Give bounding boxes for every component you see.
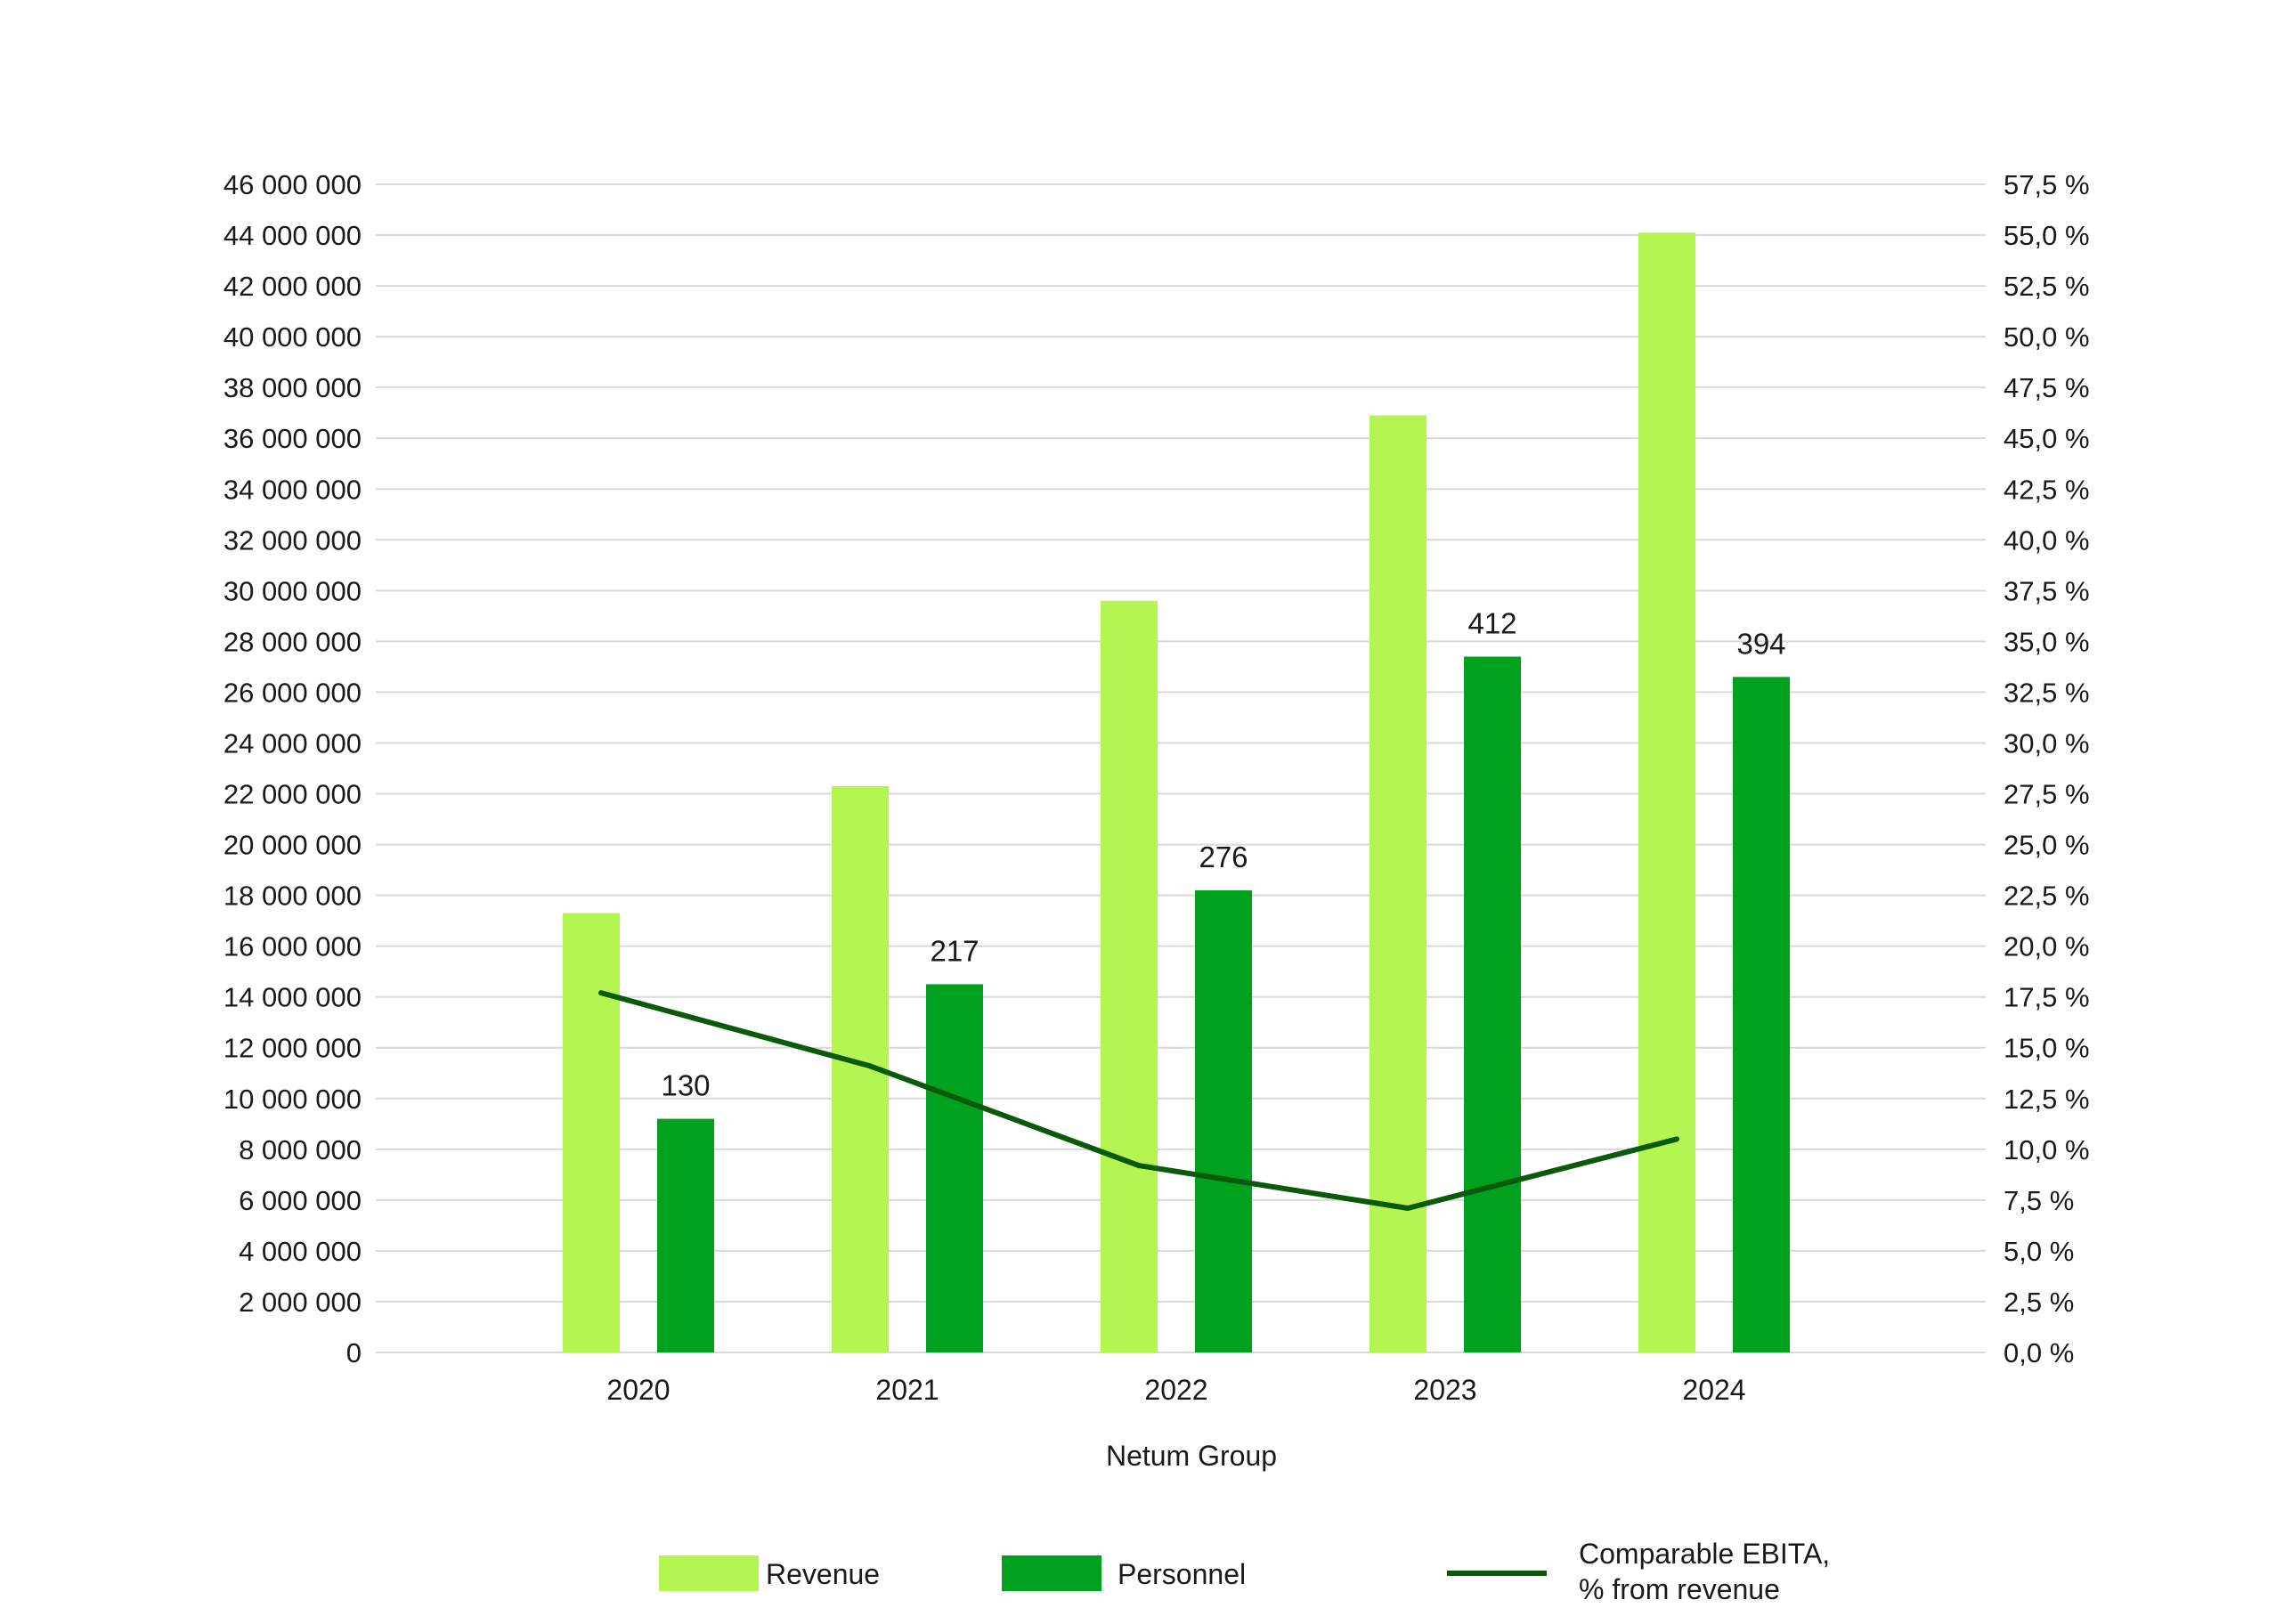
personnel-bar-2021 <box>926 984 983 1352</box>
left-axis-tick-label: 26 000 000 <box>224 677 362 708</box>
right-axis-tick-label: 42,5 % <box>2004 474 2090 505</box>
right-axis-tick-label: 37,5 % <box>2004 575 2090 606</box>
left-axis-tick-label: 30 000 000 <box>224 575 362 606</box>
left-axis-tick-label: 38 000 000 <box>224 372 362 403</box>
left-axis-tick-label: 12 000 000 <box>224 1033 362 1064</box>
left-axis-tick-label: 2 000 000 <box>239 1287 362 1318</box>
personnel-bar-2024 <box>1733 677 1790 1352</box>
personnel-data-label: 412 <box>1467 607 1516 640</box>
right-axis-tick-label: 35,0 % <box>2004 626 2090 657</box>
right-axis-tick-label: 40,0 % <box>2004 524 2090 556</box>
personnel-data-label: 394 <box>1736 627 1785 660</box>
left-axis-tick-label: 18 000 000 <box>224 881 362 912</box>
right-axis-tick-label: 10,0 % <box>2004 1134 2090 1165</box>
right-axis-tick-label: 57,5 % <box>2004 169 2090 200</box>
right-axis-tick-label: 17,5 % <box>2004 982 2090 1013</box>
legend: Revenue Personnel Comparable EBITA,% from … <box>659 1538 1830 1605</box>
legend-label: Personnel <box>1118 1558 1246 1590</box>
left-axis-tick-label: 40 000 000 <box>224 321 362 353</box>
left-axis-tick-label: 4 000 000 <box>239 1236 362 1267</box>
right-axis: 0,0 % 2,5 % 5,0 % 7,5 % 10,0 % 12,5 % 15,0 % 17… <box>2004 169 2090 1368</box>
right-axis-tick-label: 20,0 % <box>2004 931 2090 962</box>
personnel-data-label: 217 <box>930 934 979 967</box>
right-axis-tick-label: 5,0 % <box>2004 1236 2074 1267</box>
left-axis-tick-label: 22 000 000 <box>224 779 362 810</box>
right-axis-tick-label: 30,0 % <box>2004 727 2090 759</box>
ebita-line-series <box>598 990 1679 1211</box>
right-axis-tick-label: 55,0 % <box>2004 220 2090 251</box>
left-axis-tick-label: 14 000 000 <box>224 982 362 1013</box>
x-axis: 2020 2021 2022 2023 2024 <box>606 1374 1745 1406</box>
bars <box>563 232 1790 1353</box>
left-axis-tick-label: 0 <box>346 1337 362 1368</box>
right-axis-tick-label: 15,0 % <box>2004 1033 2090 1064</box>
personnel-bar-2023 <box>1464 656 1521 1352</box>
personnel-bar-2020 <box>657 1118 714 1352</box>
x-axis-tick-label: 2021 <box>875 1374 939 1406</box>
right-axis-tick-label: 22,5 % <box>2004 881 2090 912</box>
legend-swatch <box>659 1555 759 1591</box>
ebita-point-2020 <box>598 990 604 996</box>
left-axis-tick-label: 20 000 000 <box>224 830 362 861</box>
x-axis-title: Netum Group <box>1106 1440 1277 1472</box>
right-axis-tick-label: 50,0 % <box>2004 321 2090 353</box>
right-axis-tick-label: 2,5 % <box>2004 1287 2074 1318</box>
left-axis-tick-label: 42 000 000 <box>224 271 362 302</box>
right-axis-tick-label: 47,5 % <box>2004 372 2090 403</box>
right-axis-tick-label: 52,5 % <box>2004 271 2090 302</box>
x-axis-tick-label: 2022 <box>1144 1374 1207 1406</box>
x-axis-tick-label: 2023 <box>1413 1374 1476 1406</box>
ebita-point-2021 <box>867 1063 873 1069</box>
left-axis-tick-label: 44 000 000 <box>224 220 362 251</box>
legend-label: Comparable EBITA, <box>1579 1538 1830 1570</box>
revenue-bar-2020 <box>563 913 620 1352</box>
x-axis-tick-label: 2024 <box>1682 1374 1745 1406</box>
personnel-data-label: 130 <box>661 1069 710 1102</box>
right-axis-tick-label: 12,5 % <box>2004 1084 2090 1115</box>
right-axis-tick-label: 45,0 % <box>2004 423 2090 454</box>
legend-label: % from revenue <box>1579 1573 1780 1605</box>
left-axis-tick-label: 32 000 000 <box>224 524 362 556</box>
left-axis-tick-label: 36 000 000 <box>224 423 362 454</box>
right-axis-tick-label: 32,5 % <box>2004 677 2090 708</box>
left-axis: 0 2 000 000 4 000 000 6 000 000 8 000 000 10 … <box>224 169 362 1368</box>
right-axis-tick-label: 25,0 % <box>2004 830 2090 861</box>
legend-label: Revenue <box>766 1558 880 1590</box>
left-axis-tick-label: 10 000 000 <box>224 1084 362 1115</box>
personnel-data-label: 276 <box>1199 840 1248 873</box>
left-axis-tick-label: 46 000 000 <box>224 169 362 200</box>
left-axis-tick-label: 28 000 000 <box>224 626 362 657</box>
revenue-bar-2022 <box>1101 600 1158 1352</box>
right-axis-tick-label: 27,5 % <box>2004 779 2090 810</box>
legend-swatch <box>1002 1555 1101 1591</box>
revenue-bar-2024 <box>1638 232 1695 1353</box>
left-axis-tick-label: 8 000 000 <box>239 1134 362 1165</box>
left-axis-tick-label: 24 000 000 <box>224 727 362 759</box>
grid <box>376 183 1986 1353</box>
ebita-point-2022 <box>1136 1163 1142 1169</box>
right-axis-tick-label: 7,5 % <box>2004 1185 2074 1216</box>
left-axis-tick-label: 16 000 000 <box>224 931 362 962</box>
revenue-bar-2023 <box>1370 415 1427 1352</box>
data-labels: 130 217 276 412 394 <box>661 607 1785 1102</box>
right-axis-tick-label: 0,0 % <box>2004 1337 2074 1368</box>
ebita-point-2023 <box>1405 1205 1410 1211</box>
ebita-point-2024 <box>1674 1136 1679 1142</box>
x-axis-tick-label: 2020 <box>606 1374 670 1406</box>
left-axis-tick-label: 34 000 000 <box>224 474 362 505</box>
left-axis-tick-label: 6 000 000 <box>239 1185 362 1216</box>
personnel-bar-2022 <box>1195 889 1252 1352</box>
